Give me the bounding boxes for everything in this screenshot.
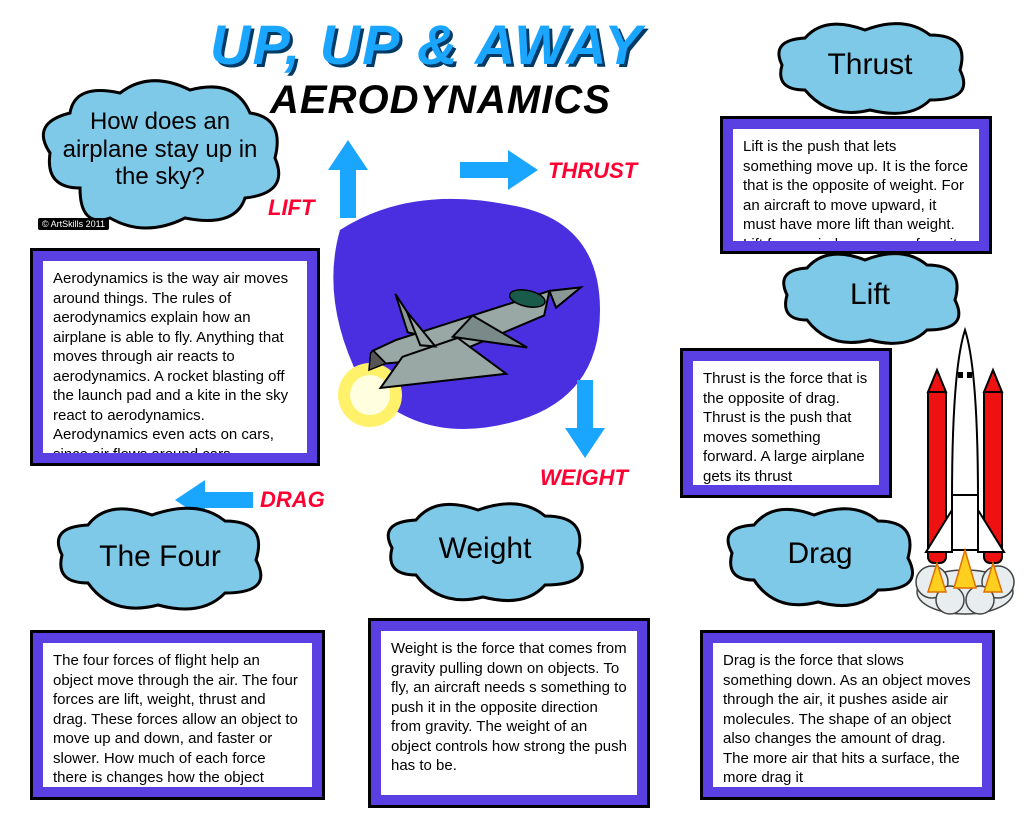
intro-box: Aerodynamics is the way air moves around… bbox=[30, 248, 320, 466]
copyright-badge: © ArtSkills 2011 bbox=[38, 218, 109, 230]
main-title: UP, UP & AWAY bbox=[210, 12, 644, 77]
drag-def-text: Drag is the force that slows something d… bbox=[713, 643, 982, 787]
lift-def-box: Lift is the push that lets something mov… bbox=[720, 116, 992, 254]
weight-def-box: Weight is the force that comes from grav… bbox=[368, 618, 650, 808]
thrust-def-text: Thrust is the force that is the opposite… bbox=[693, 361, 879, 485]
thrust-label: THRUST bbox=[548, 158, 637, 184]
weight-arrow-icon bbox=[565, 380, 605, 463]
drag-cloud: Drag bbox=[720, 505, 920, 610]
lift-arrow-icon bbox=[328, 140, 368, 223]
lift-def-text: Lift is the push that lets something mov… bbox=[733, 129, 979, 241]
thrust-arrow-icon bbox=[460, 150, 538, 195]
weight-label: WEIGHT bbox=[540, 465, 628, 491]
weight-cloud-text: Weight bbox=[380, 532, 590, 567]
weight-def-text: Weight is the force that comes from grav… bbox=[381, 631, 637, 795]
four-forces-text: The four forces of flight help an object… bbox=[43, 643, 312, 787]
the-four-cloud: The Four bbox=[50, 505, 270, 615]
drag-cloud-text: Drag bbox=[720, 537, 920, 572]
four-forces-box: The four forces of flight help an object… bbox=[30, 630, 325, 800]
intro-box-text: Aerodynamics is the way air moves around… bbox=[43, 261, 307, 453]
question-cloud-text: How does an airplane stay up in the sky? bbox=[35, 108, 285, 191]
thrust-def-box: Thrust is the force that is the opposite… bbox=[680, 348, 892, 498]
poster-stage: UP, UP & AWAY AERODYNAMICS bbox=[0, 0, 1024, 826]
drag-def-box: Drag is the force that slows something d… bbox=[700, 630, 995, 800]
thrust-cloud: Thrust bbox=[770, 20, 970, 120]
question-cloud: How does an airplane stay up in the sky? bbox=[35, 78, 285, 238]
subtitle: AERODYNAMICS bbox=[270, 78, 611, 123]
weight-cloud: Weight bbox=[380, 500, 590, 605]
the-four-cloud-text: The Four bbox=[50, 540, 270, 575]
rocket-illustration bbox=[910, 300, 1020, 620]
thrust-cloud-text: Thrust bbox=[770, 48, 970, 83]
